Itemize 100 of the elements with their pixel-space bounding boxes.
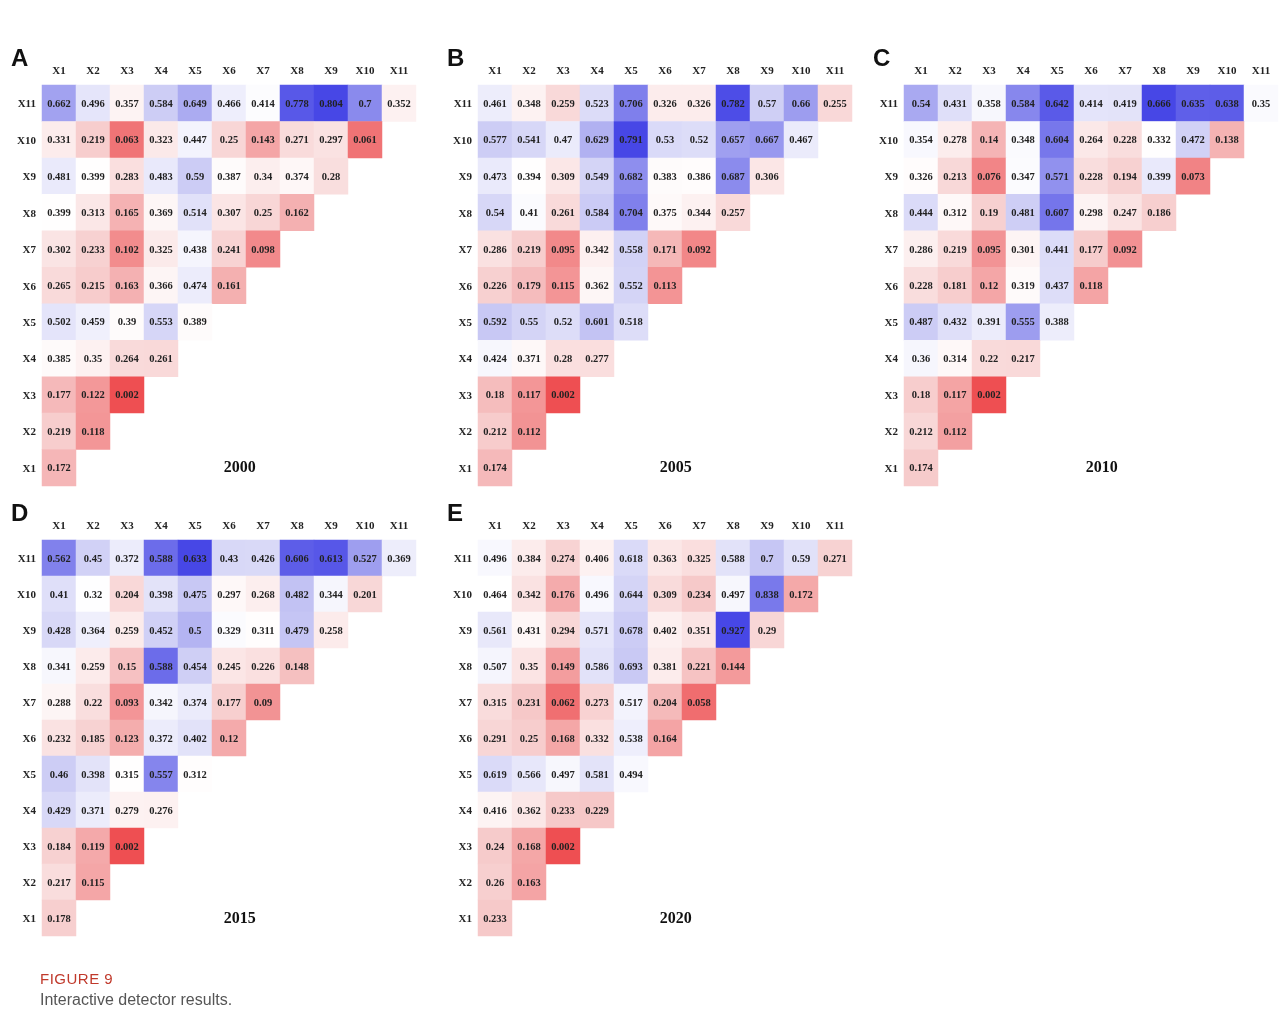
data-label: 0.432 xyxy=(943,316,967,328)
y-tick-label: X11 xyxy=(453,97,472,110)
data-label: 0.002 xyxy=(977,389,1001,401)
x-tick-label: X7 xyxy=(256,518,271,531)
data-label: 0.174 xyxy=(483,462,508,474)
y-tick-label: X2 xyxy=(22,425,37,438)
data-label: 0.514 xyxy=(183,207,208,219)
data-label: 0.517 xyxy=(619,696,643,708)
data-label: 0.394 xyxy=(517,170,542,182)
x-tick-label: X5 xyxy=(188,518,203,531)
x-tick-label: X9 xyxy=(760,63,775,76)
data-label: 0.309 xyxy=(551,170,575,182)
x-tick-label: X4 xyxy=(590,518,605,531)
data-label: 0.297 xyxy=(319,134,343,146)
data-label: 0.414 xyxy=(251,97,276,109)
data-label: 0.431 xyxy=(943,97,967,109)
data-label: 0.138 xyxy=(1215,134,1239,146)
y-tick-label: X5 xyxy=(22,315,37,328)
data-label: 0.212 xyxy=(483,425,507,437)
x-tick-label: X3 xyxy=(556,518,571,531)
data-label: 0.325 xyxy=(687,552,711,564)
y-tick-label: X10 xyxy=(453,588,473,600)
data-label: 0.344 xyxy=(687,207,712,219)
data-label: 0.428 xyxy=(47,624,71,636)
data-label: 0.558 xyxy=(619,243,643,255)
data-label: 0.369 xyxy=(149,207,173,219)
data-label: 0.561 xyxy=(483,624,507,636)
y-tick-label: X6 xyxy=(458,279,473,292)
data-label: 0.185 xyxy=(81,732,105,744)
y-tick-label: X6 xyxy=(22,279,37,292)
data-label: 0.118 xyxy=(1079,280,1103,291)
data-label: 0.149 xyxy=(551,660,575,672)
data-label: 0.584 xyxy=(149,97,174,109)
data-label: 0.143 xyxy=(251,134,275,146)
data-label: 0.245 xyxy=(217,660,241,672)
x-tick-label: X5 xyxy=(1050,63,1065,76)
data-label: 0.424 xyxy=(483,352,508,364)
x-tick-label: X1 xyxy=(488,518,502,531)
data-label: 0.363 xyxy=(653,552,677,564)
data-label: 0.123 xyxy=(115,732,139,744)
y-tick-label: X7 xyxy=(22,243,37,256)
data-label: 0.174 xyxy=(909,462,934,474)
data-label: 0.454 xyxy=(183,660,208,672)
data-label: 0.459 xyxy=(81,316,105,328)
data-label: 0.194 xyxy=(1113,170,1138,182)
x-tick-label: X2 xyxy=(522,63,537,76)
chart-title: A xyxy=(11,43,29,71)
data-label: 0.28 xyxy=(553,352,573,364)
data-label: 0.058 xyxy=(687,696,711,708)
data-label: 0.366 xyxy=(149,280,173,291)
data-label: 0.119 xyxy=(81,840,105,852)
text: Interactive detector results. xyxy=(40,991,234,1009)
x-tick-label: X7 xyxy=(692,518,707,531)
x-tick-label: X10 xyxy=(791,518,811,531)
data-label: 0.002 xyxy=(115,840,139,852)
data-label: 0.265 xyxy=(47,280,71,291)
data-label: 0.255 xyxy=(823,97,847,109)
x-tick-label: X8 xyxy=(1152,63,1167,76)
x-tick-label: X11 xyxy=(825,518,845,531)
data-label: 0.201 xyxy=(353,588,377,600)
data-label: 0.475 xyxy=(183,588,207,600)
data-label: 0.268 xyxy=(251,588,275,600)
data-label: 0.527 xyxy=(353,552,377,564)
data-label: 0.095 xyxy=(977,243,1001,255)
data-label: 0.259 xyxy=(551,97,575,109)
y-tick-label: X9 xyxy=(458,624,473,636)
y-tick-label: X5 xyxy=(458,768,473,780)
x-tick-label: X1 xyxy=(52,518,66,531)
data-label: 0.35 xyxy=(519,660,539,672)
x-tick-label: X1 xyxy=(52,63,66,76)
data-label: 0.288 xyxy=(47,696,71,708)
data-label: 0.41 xyxy=(49,588,69,600)
data-label: 0.163 xyxy=(517,876,541,888)
y-tick-label: X4 xyxy=(22,352,37,365)
x-tick-label: X3 xyxy=(120,518,135,531)
data-label: 0.279 xyxy=(115,804,139,816)
data-label: 0.45 xyxy=(83,552,103,564)
x-tick-label: X1 xyxy=(914,63,928,76)
data-label: 0.66 xyxy=(791,97,811,109)
data-label: 0.414 xyxy=(1079,97,1104,109)
data-label: 0.452 xyxy=(149,624,173,636)
data-label: 0.693 xyxy=(619,660,643,672)
data-label: 0.437 xyxy=(1045,280,1069,291)
data-label: 0.34 xyxy=(253,170,273,182)
y-tick-label: X2 xyxy=(22,876,37,888)
data-label: 0.261 xyxy=(551,207,575,219)
data-label: 0.678 xyxy=(619,624,643,636)
data-label: 0.226 xyxy=(483,280,507,291)
data-label: 0.406 xyxy=(585,552,609,564)
data-label: 0.481 xyxy=(47,170,71,182)
data-label: 0.566 xyxy=(517,768,541,780)
data-label: 0.24 xyxy=(485,840,505,852)
data-label: 0.117 xyxy=(517,389,541,401)
data-label: 0.362 xyxy=(585,280,609,291)
data-label: 0.264 xyxy=(115,352,140,364)
data-label: 0.497 xyxy=(551,768,575,780)
data-label: 0.168 xyxy=(517,840,541,852)
data-label: 0.178 xyxy=(47,912,71,924)
x-tick-label: X11 xyxy=(825,63,845,76)
data-label: 0.18 xyxy=(485,389,505,401)
